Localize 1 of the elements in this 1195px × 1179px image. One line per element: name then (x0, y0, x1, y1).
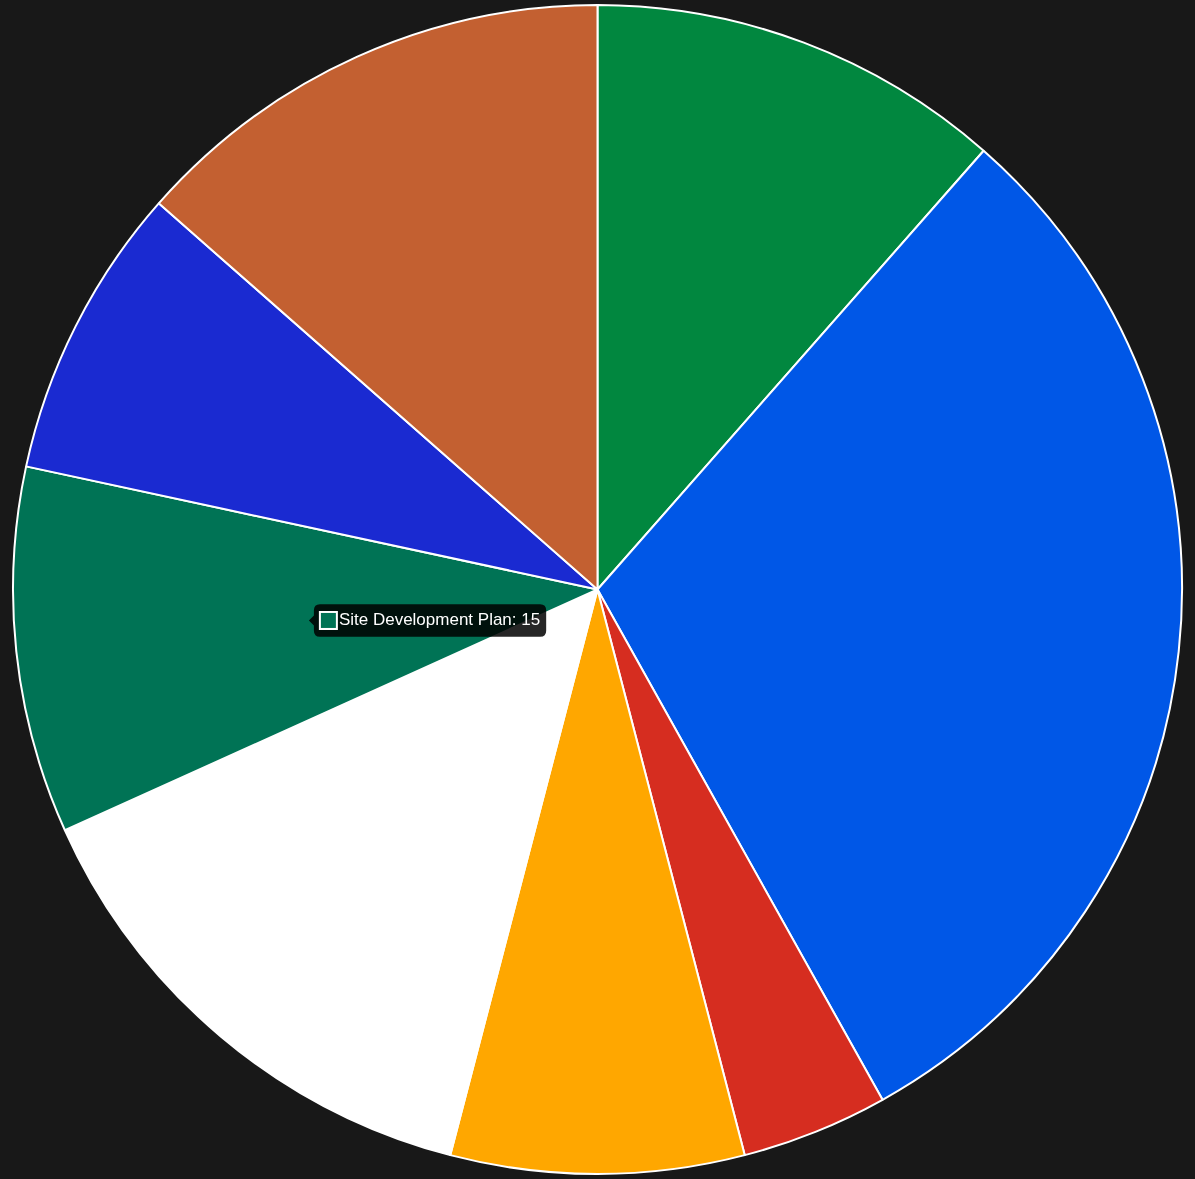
legend-label: Site Development Plan: 15 (338, 610, 541, 630)
